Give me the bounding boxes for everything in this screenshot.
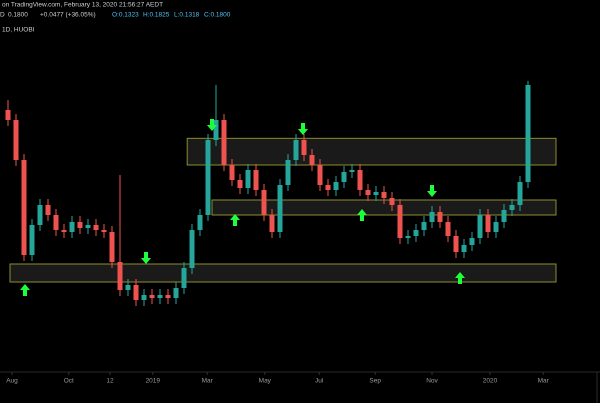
x-tick-label: Nov — [426, 378, 438, 385]
candle-body — [229, 165, 235, 180]
candle-body — [109, 232, 115, 262]
candle-body — [461, 245, 467, 252]
candle-body — [261, 190, 267, 215]
candle-body — [437, 212, 443, 222]
candle-body — [501, 210, 507, 222]
candle-body — [237, 180, 243, 188]
header-last: 0.1800 — [8, 12, 28, 19]
candle-body — [357, 170, 363, 190]
candle-body — [381, 192, 387, 198]
candle-body — [349, 170, 355, 172]
candle-body — [285, 160, 291, 185]
header-open: O:0.1323 — [112, 12, 139, 19]
header-low: L:0.1318 — [174, 12, 200, 19]
candle-body — [245, 170, 251, 188]
x-tick-label: May — [259, 378, 272, 385]
candle-body — [469, 238, 475, 245]
candle-body — [485, 215, 491, 232]
candle-body — [29, 225, 35, 255]
x-tick-label: 2020 — [483, 378, 498, 385]
candle-body — [525, 85, 531, 182]
candle-body — [149, 295, 155, 298]
candle-body — [277, 185, 283, 232]
header-close: C:0.1800 — [204, 12, 231, 19]
arrow — [455, 272, 465, 284]
x-tick-label: Jul — [315, 378, 324, 385]
header-change: +0.0477 (+36.05%) — [40, 12, 96, 19]
candle-body — [189, 230, 195, 268]
candle-body — [493, 222, 499, 232]
x-tick-label: Mar — [202, 378, 214, 385]
candle-body — [37, 205, 43, 225]
candle-body — [125, 285, 131, 290]
candle-body — [301, 140, 307, 155]
header-prefix: D — [0, 12, 5, 19]
candle-body — [117, 262, 123, 290]
candle-body — [269, 215, 275, 232]
candle-body — [45, 205, 51, 215]
candle-body — [365, 190, 371, 195]
x-tick-label: Oct — [64, 378, 74, 385]
candle-body — [165, 295, 171, 298]
header-interval: 1D, HUOBI — [2, 27, 35, 34]
candle-body — [205, 140, 211, 215]
arrow — [20, 284, 30, 296]
candle-body — [85, 225, 91, 228]
candle-body — [317, 165, 323, 185]
candle-body — [101, 230, 107, 232]
candle-body — [477, 215, 483, 238]
candle-body — [53, 215, 59, 230]
candle-body — [517, 182, 523, 205]
arrow — [357, 209, 367, 221]
candle-body — [21, 160, 27, 255]
candle-body — [293, 140, 299, 160]
candle-body — [429, 212, 435, 222]
candle-body — [389, 198, 395, 205]
x-tick-label: Sep — [369, 378, 381, 385]
candle-body — [325, 185, 331, 190]
candle-body — [61, 230, 67, 232]
candle-body — [453, 236, 459, 252]
candle-body — [133, 285, 139, 300]
candle-body — [213, 120, 219, 140]
candle-body — [397, 205, 403, 238]
header-high: H:0.1825 — [143, 12, 170, 19]
x-tick-label: Aug — [6, 378, 18, 385]
x-tick-label: 2019 — [146, 378, 161, 385]
candle-body — [13, 120, 19, 160]
candle-body — [341, 172, 347, 182]
candle-body — [93, 225, 99, 230]
candle-body — [77, 222, 83, 228]
candle-body — [5, 110, 11, 120]
candle-body — [309, 155, 315, 165]
candle-body — [197, 215, 203, 230]
candle-body — [413, 230, 419, 236]
candle-body — [405, 236, 411, 238]
header-source: on TradingView.com, February 13, 2020 21… — [2, 2, 163, 9]
candle-body — [509, 205, 515, 210]
x-tick-label: 12 — [106, 378, 114, 385]
candle-body — [69, 222, 75, 232]
candle-body — [141, 295, 147, 300]
zone — [9, 263, 557, 283]
x-tick-label: Mar — [538, 378, 550, 385]
candle-body — [157, 295, 163, 298]
candle-body — [421, 222, 427, 230]
arrow — [207, 119, 217, 131]
candle-body — [173, 288, 179, 298]
candle-body — [221, 120, 227, 165]
candle-body — [445, 222, 451, 236]
arrow — [298, 123, 308, 135]
candle-body — [181, 268, 187, 288]
candle-body — [253, 170, 259, 190]
candle-body — [373, 192, 379, 195]
arrow — [141, 252, 151, 264]
zone — [186, 137, 557, 166]
arrow — [427, 185, 437, 197]
candle-body — [333, 182, 339, 190]
arrow — [230, 214, 240, 226]
